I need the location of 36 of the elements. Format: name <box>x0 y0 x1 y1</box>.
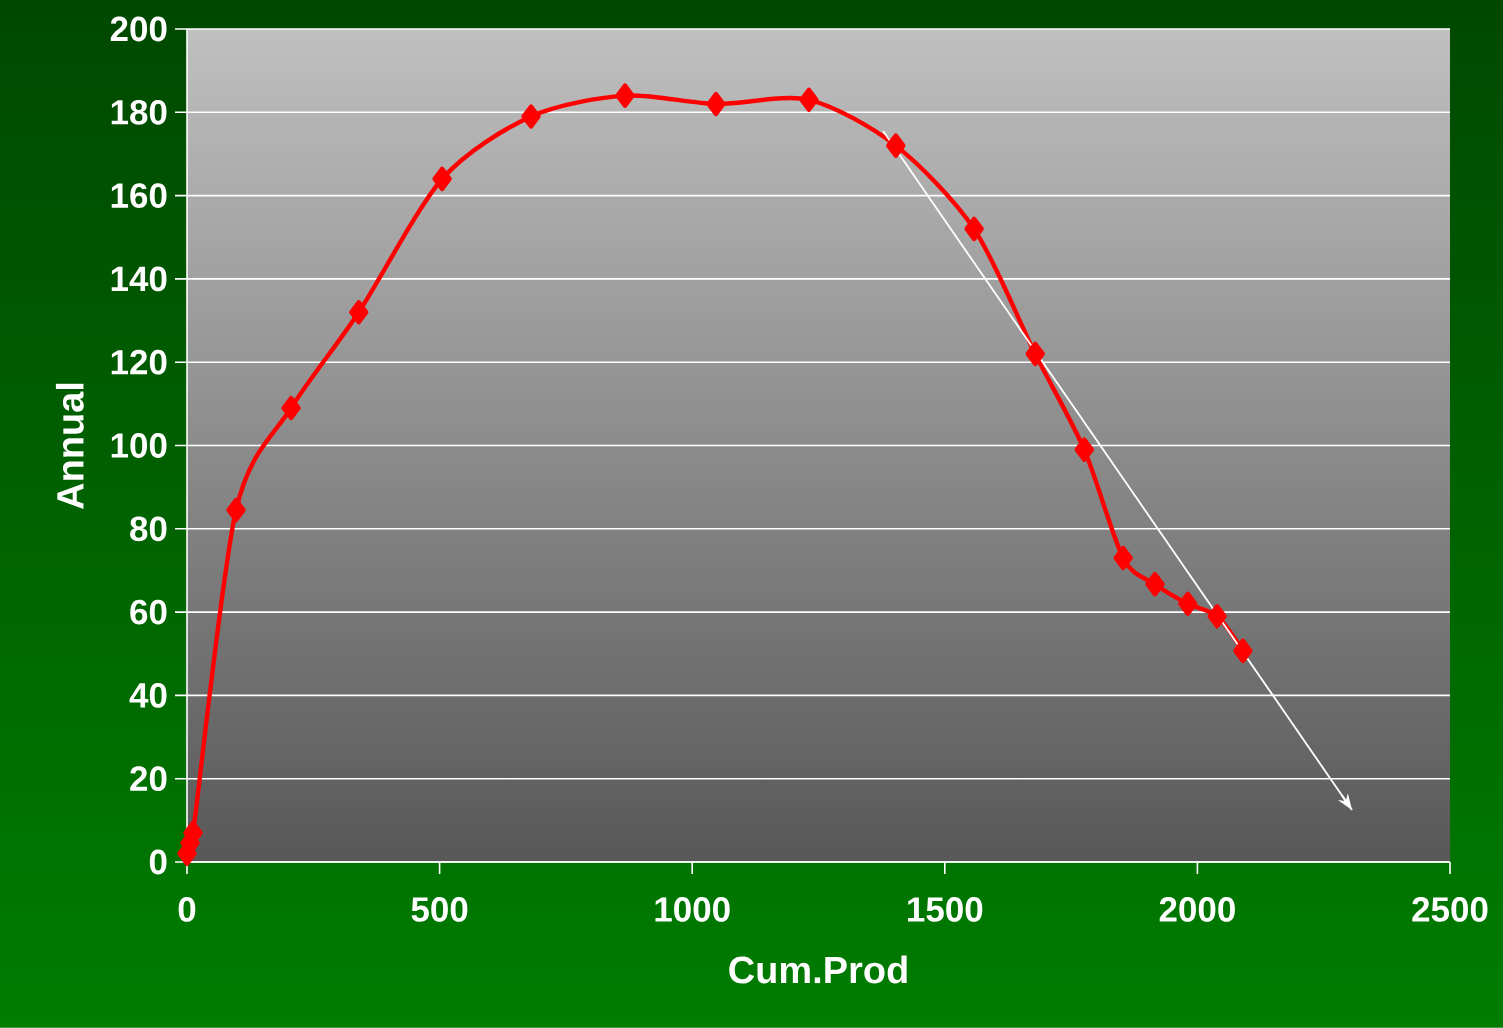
point <box>521 104 541 129</box>
point <box>964 216 984 242</box>
y-tick-label: 200 <box>110 16 167 42</box>
point <box>226 497 246 523</box>
y-tick-label: 0 <box>149 849 167 875</box>
x-tick-label: 0 <box>178 897 196 922</box>
y-axis-title: Annual <box>55 383 84 509</box>
y-tick-label: 140 <box>111 266 167 292</box>
y-tick-label: 160 <box>111 183 167 208</box>
point <box>799 87 819 112</box>
point <box>1207 604 1227 629</box>
y-tick-label: 180 <box>111 99 167 125</box>
y-tick-label: 80 <box>130 516 167 542</box>
y-tick-label: 20 <box>130 766 167 792</box>
x-tick-label: 2500 <box>1412 897 1488 922</box>
x-tick-label: 500 <box>411 897 468 922</box>
y-tick-label: 120 <box>111 349 167 375</box>
point <box>1025 341 1045 367</box>
x-tick-label: 1000 <box>655 897 730 922</box>
y-tick-label: 40 <box>129 683 167 708</box>
point <box>1113 545 1133 571</box>
x-axis-title: Cum.Prod <box>729 955 907 984</box>
point <box>615 83 635 108</box>
x-tick-label: 1500 <box>908 897 983 922</box>
x-tick-label: 2000 <box>1159 897 1235 922</box>
point <box>706 91 726 117</box>
point <box>432 166 452 192</box>
y-tick-label: 60 <box>130 599 167 625</box>
y-tick-label: 100 <box>111 433 167 458</box>
point <box>1178 591 1198 616</box>
point <box>886 133 906 158</box>
point <box>1074 437 1094 462</box>
point <box>349 300 369 325</box>
point <box>1145 571 1165 597</box>
point <box>281 395 301 421</box>
point <box>1233 638 1253 664</box>
